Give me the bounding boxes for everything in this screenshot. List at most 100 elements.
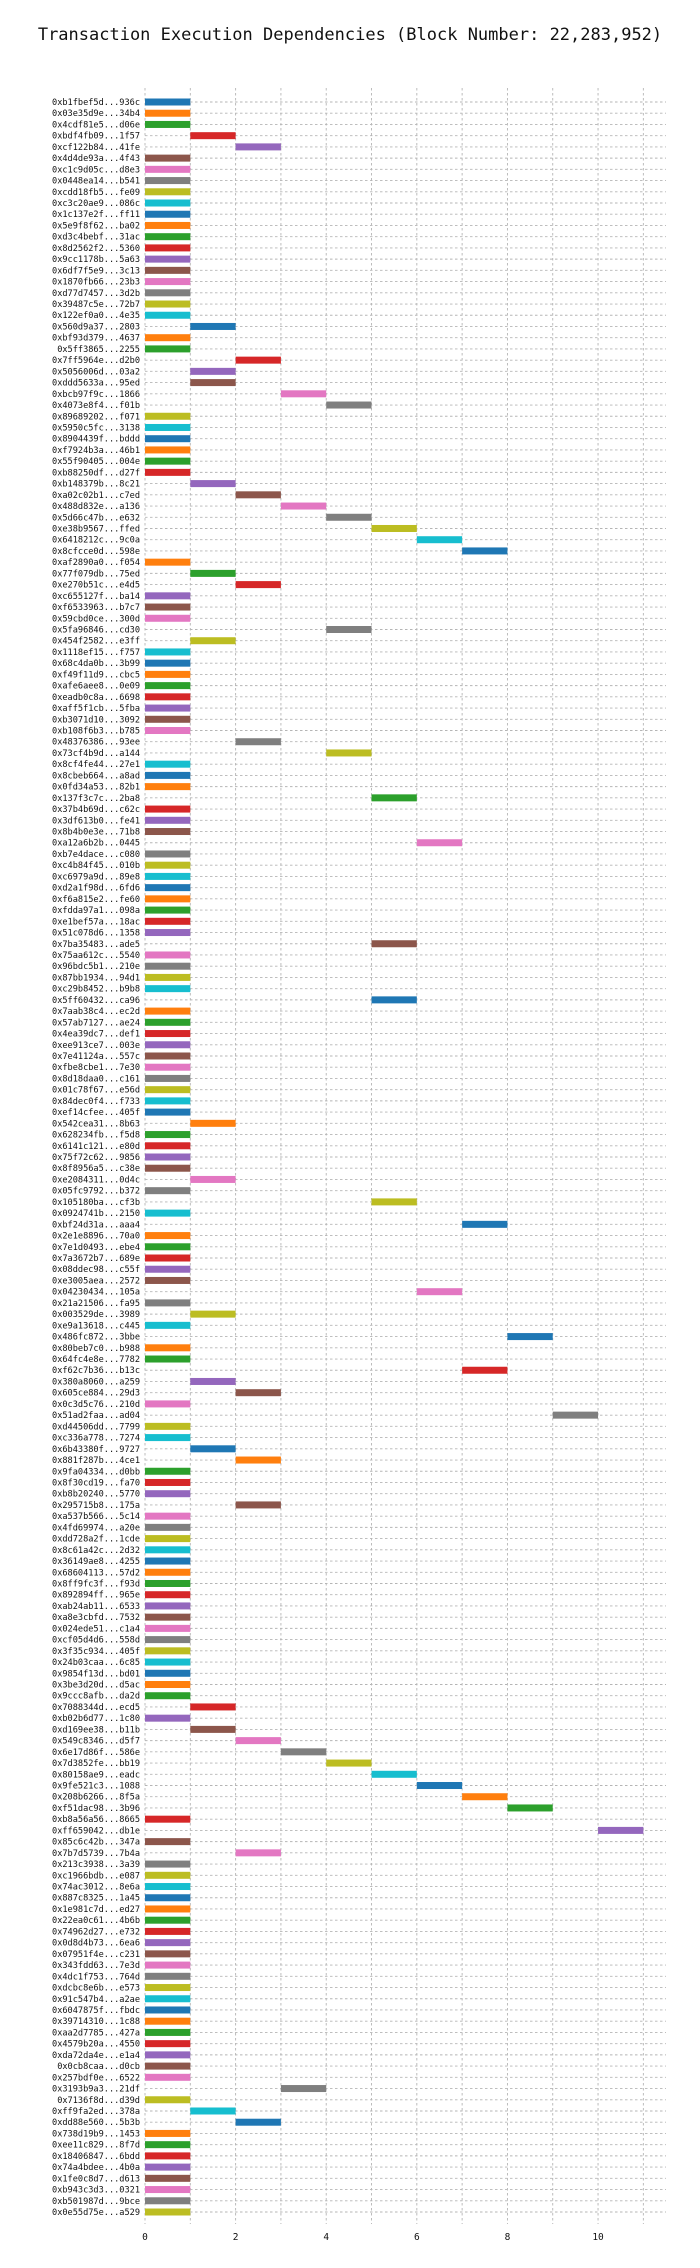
- tx-label: 0x0d8d4b73...6ea6: [52, 1939, 140, 1949]
- tx-bar: [145, 1478, 191, 1486]
- tx-label: 0xee913ce7...003e: [52, 1041, 140, 1051]
- x-tick-label: 6: [414, 2232, 420, 2243]
- tx-label: 0x7ff5964e...d2b0: [52, 356, 140, 366]
- tx-label: 0x59cbd0ce...300d: [52, 614, 140, 624]
- tx-label: 0x5056006d...03a2: [52, 367, 140, 377]
- tx-label: 0x51ad2faa...ad04: [52, 1411, 140, 1421]
- tx-bar: [145, 2141, 191, 2149]
- tx-label: 0xb3071d10...3092: [52, 715, 140, 725]
- tx-label: 0x8c61a42c...2d32: [52, 1546, 140, 1556]
- tx-bar: [145, 2208, 191, 2216]
- tx-label: 0x7088344d...ecd5: [52, 1703, 140, 1713]
- tx-bar: [190, 1725, 236, 1733]
- tx-bar: [145, 727, 191, 735]
- tx-bar: [280, 1748, 327, 1756]
- tx-bar: [326, 401, 372, 409]
- tx-bar: [145, 255, 191, 263]
- tx-bar: [145, 233, 191, 241]
- tx-bar: [145, 1254, 191, 1262]
- tx-label: 0xd169ee38...b11b: [52, 1725, 140, 1735]
- tx-label: 0x6418212c...9c0a: [52, 536, 140, 546]
- tx-bar: [145, 2062, 191, 2070]
- tx-label: 0x0924741b...2150: [52, 1209, 140, 1219]
- tx-label: 0xda72da4e...e1a4: [52, 2051, 140, 2061]
- tx-label: 0x8cfcce0d...598e: [52, 547, 140, 557]
- tx-label: 0x04230434...105a: [52, 1288, 140, 1298]
- tx-bar: [145, 311, 191, 319]
- tx-label: 0xb501987d...9bce: [52, 2197, 140, 2207]
- tx-bar: [145, 2040, 191, 2048]
- tx-bar: [190, 1377, 236, 1385]
- tx-bar: [145, 1052, 191, 1060]
- tx-bar: [145, 1860, 191, 1868]
- tx-label: 0xb88250df...d27f: [52, 468, 140, 478]
- tx-label: 0xbdf4fb09...1f57: [52, 132, 140, 142]
- tx-label: 0x96bdc5b1...210e: [52, 962, 140, 972]
- tx-bar: [190, 1703, 236, 1711]
- tx-label: 0x6b43380f...9727: [52, 1445, 140, 1455]
- tx-bar: [145, 1523, 191, 1531]
- tx-bar: [235, 581, 281, 589]
- tx-bar: [145, 423, 191, 431]
- tx-label: 0x542cea31...8b63: [52, 1119, 140, 1129]
- tx-bar: [145, 1995, 191, 2003]
- tx-label: 0x105180ba...cf3b: [52, 1198, 140, 1208]
- tx-label: 0x68c4da0b...3b99: [52, 659, 140, 669]
- tx-label: 0x85c6c42b...347a: [52, 1838, 140, 1848]
- tx-label: 0x4579b20a...4550: [52, 2040, 140, 2050]
- tx-bar: [145, 1883, 191, 1891]
- tx-label: 0xe270b51c...e4d5: [52, 581, 140, 591]
- tx-label: 0xcdd18fb5...fe09: [52, 188, 140, 198]
- tx-bar: [145, 1400, 191, 1408]
- tx-label: 0x881f287b...4ce1: [52, 1456, 140, 1466]
- tx-bar: [145, 592, 191, 600]
- tx-label: 0xc1966bdb...e087: [52, 1871, 140, 1881]
- tx-bar: [190, 480, 236, 488]
- tx-label: 0xe2084311...0d4c: [52, 1175, 140, 1185]
- tx-label: 0x8f30cd19...fa70: [52, 1478, 140, 1488]
- tx-bar: [190, 637, 236, 645]
- x-tick-label: 10: [592, 2232, 604, 2243]
- tx-bar: [145, 1916, 191, 1924]
- tx-bar: [280, 2085, 327, 2093]
- tx-label: 0x5fa96846...cd30: [52, 626, 140, 636]
- tx-label: 0x4ea39dc7...def1: [52, 1030, 140, 1040]
- tx-label: 0x08ddec98...c55f: [52, 1265, 140, 1275]
- tx-bar: [145, 109, 191, 117]
- x-tick-label: 8: [505, 2232, 511, 2243]
- tx-bar: [145, 1422, 191, 1430]
- tx-label: 0x208b6266...8f5a: [52, 1793, 140, 1803]
- tx-label: 0xa537b566...5c14: [52, 1512, 140, 1522]
- tx-label: 0x8cf4fe44...27e1: [52, 760, 140, 770]
- tx-label: 0x1fe0c8d7...d613: [52, 2174, 140, 2184]
- tx-label: 0xe3005aea...2572: [52, 1276, 140, 1286]
- tx-label: 0x9ccc8afb...da2d: [52, 1692, 140, 1702]
- tx-label: 0xf6a815e2...fe60: [52, 895, 140, 905]
- tx-bar: [145, 861, 191, 869]
- tx-label: 0x3f35c934...405f: [52, 1647, 140, 1657]
- tx-label: 0x1870fb66...23b3: [52, 278, 140, 288]
- tx-label: 0xb148379b...8c21: [52, 480, 140, 490]
- tx-label: 0xdd728a2f...1cde: [52, 1535, 140, 1545]
- tx-bar: [145, 244, 191, 252]
- tx-label: 0x4cdf81e5...d06e: [52, 120, 140, 130]
- tx-bar: [280, 502, 327, 510]
- tx-bar: [190, 1445, 236, 1453]
- tx-label: 0x0fd34a53...82b1: [52, 783, 140, 793]
- tx-bar: [235, 356, 281, 364]
- tx-label: 0xff659042...db1e: [52, 1826, 140, 1836]
- tx-label: 0x024ede51...c1a4: [52, 1624, 140, 1634]
- tx-bar: [235, 1389, 281, 1397]
- tx-bar: [145, 715, 191, 723]
- tx-label: 0x80beb7c0...b988: [52, 1344, 140, 1354]
- tx-bar: [371, 524, 417, 532]
- tx-bar: [371, 1198, 417, 1206]
- tx-bar: [145, 435, 191, 443]
- tx-bar: [145, 1018, 191, 1026]
- tx-bar: [462, 1793, 508, 1801]
- tx-label: 0x07951f4e...c231: [52, 1950, 140, 1960]
- tx-label: 0xc6979a9d...89e8: [52, 872, 140, 882]
- tx-label: 0x37b4b69d...c62c: [52, 805, 140, 815]
- tx-bar: [145, 1097, 191, 1105]
- tx-bar: [145, 1950, 191, 1958]
